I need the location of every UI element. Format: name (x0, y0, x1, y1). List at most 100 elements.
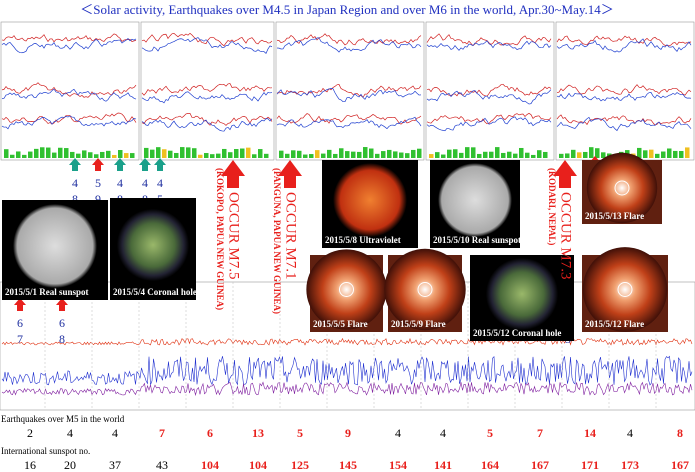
plot-line (556, 38, 692, 53)
occulter (339, 282, 354, 297)
activity-bar (685, 147, 690, 158)
activity-bar (52, 152, 57, 158)
image-caption: 2015/5/8 Ultraviolet (325, 235, 401, 245)
sun-disc (116, 208, 190, 282)
occulter (417, 282, 433, 297)
row-value: 43 (156, 458, 168, 472)
plot-line (426, 89, 552, 105)
activity-bar (118, 150, 123, 158)
event-label: OCCUR M7.3 (558, 192, 574, 280)
plot-line (276, 33, 422, 46)
activity-bar (76, 153, 81, 158)
activity-bar (679, 151, 684, 158)
plot-line (141, 118, 273, 132)
sun-disc (306, 249, 387, 330)
row-value: 14 (584, 426, 596, 440)
plot-line (1, 82, 137, 98)
event-arrow (553, 160, 577, 188)
activity-bar (543, 151, 548, 158)
plot-line (1, 37, 137, 54)
row-label: Earthquakes over M5 in the world (1, 414, 125, 424)
row-value: 5 (297, 426, 303, 440)
activity-bar (4, 149, 9, 158)
solar-image: 2015/5/12 Coronal hole (470, 255, 574, 341)
row-value: 171 (581, 458, 599, 472)
image-caption: 2015/5/9 Flare (391, 319, 446, 329)
activity-bar (204, 153, 209, 158)
title: ＜Solar activity, Earthquakes over M4.5 i… (80, 2, 614, 17)
arrow (92, 158, 104, 171)
arrow-label: 9 (95, 192, 101, 206)
activity-bar (667, 148, 672, 158)
activity-bar (222, 148, 227, 158)
plot-line (1, 355, 693, 386)
solar-image: 2015/5/4 Coronal hole (110, 198, 197, 300)
activity-bar (589, 147, 594, 158)
plot-line (276, 116, 422, 130)
plot-line (141, 32, 273, 47)
plot-line (426, 33, 552, 47)
event-arrow (278, 160, 302, 188)
activity-bar (405, 153, 410, 158)
arrow-label: 4 (72, 176, 78, 190)
row-value: 16 (24, 458, 36, 472)
activity-bar (531, 154, 536, 158)
plot-line (141, 91, 273, 104)
activity-bar (150, 149, 155, 158)
activity-bar (507, 151, 512, 158)
occulter (617, 282, 633, 297)
plot-line (556, 35, 692, 47)
plot-line (1, 115, 137, 130)
activity-bar (82, 150, 87, 158)
activity-bar (381, 151, 386, 158)
activity-bar (435, 152, 440, 158)
activity-bar (192, 148, 197, 158)
activity-bar (345, 151, 350, 158)
activity-bar (70, 151, 75, 158)
row-value: 4 (440, 426, 446, 440)
activity-bar (168, 150, 173, 158)
activity-bar (333, 153, 338, 158)
activity-bar (595, 148, 600, 158)
row-value: 154 (389, 458, 407, 472)
activity-bar (465, 147, 470, 158)
row-value: 8 (677, 426, 683, 440)
image-caption: 2015/5/10 Real sunspot (433, 235, 521, 245)
arrow-label: 8 (72, 192, 78, 206)
arrow (114, 158, 126, 171)
row-value: 7 (159, 426, 165, 440)
activity-bar (210, 154, 215, 158)
plot-line (426, 112, 552, 125)
activity-bar (387, 149, 392, 158)
activity-bar (100, 151, 105, 158)
activity-bar (297, 150, 302, 158)
activity-bar (46, 147, 51, 158)
solar-image: 2015/5/9 Flare (384, 248, 466, 332)
activity-bar (351, 151, 356, 158)
arrow-label: 7 (17, 332, 23, 346)
row-value: 4 (627, 426, 633, 440)
activity-bar (375, 153, 380, 158)
row-value: 141 (434, 458, 452, 472)
activity-bar (489, 151, 494, 158)
row-label: International sunspot no. (1, 446, 90, 456)
activity-bar (661, 151, 666, 158)
plot-line (556, 116, 692, 132)
solar-image: 2015/5/10 Real sunspot (430, 160, 521, 248)
event-label: OCCUR M7.1 (283, 192, 299, 280)
row-value: 6 (207, 426, 213, 440)
plot-line (556, 92, 692, 102)
plot-line (426, 116, 552, 132)
activity-bar (525, 152, 530, 158)
sun-disc (582, 247, 668, 332)
activity-bar (673, 150, 678, 158)
activity-bar (130, 153, 135, 158)
activity-bar (441, 154, 446, 158)
activity-bar (22, 154, 27, 158)
activity-bar (285, 153, 290, 158)
solar-image: 2015/5/1 Real sunspot (2, 200, 108, 300)
arrow-label: 4 (157, 176, 163, 190)
activity-bar (417, 148, 422, 158)
activity-bar (88, 152, 93, 158)
